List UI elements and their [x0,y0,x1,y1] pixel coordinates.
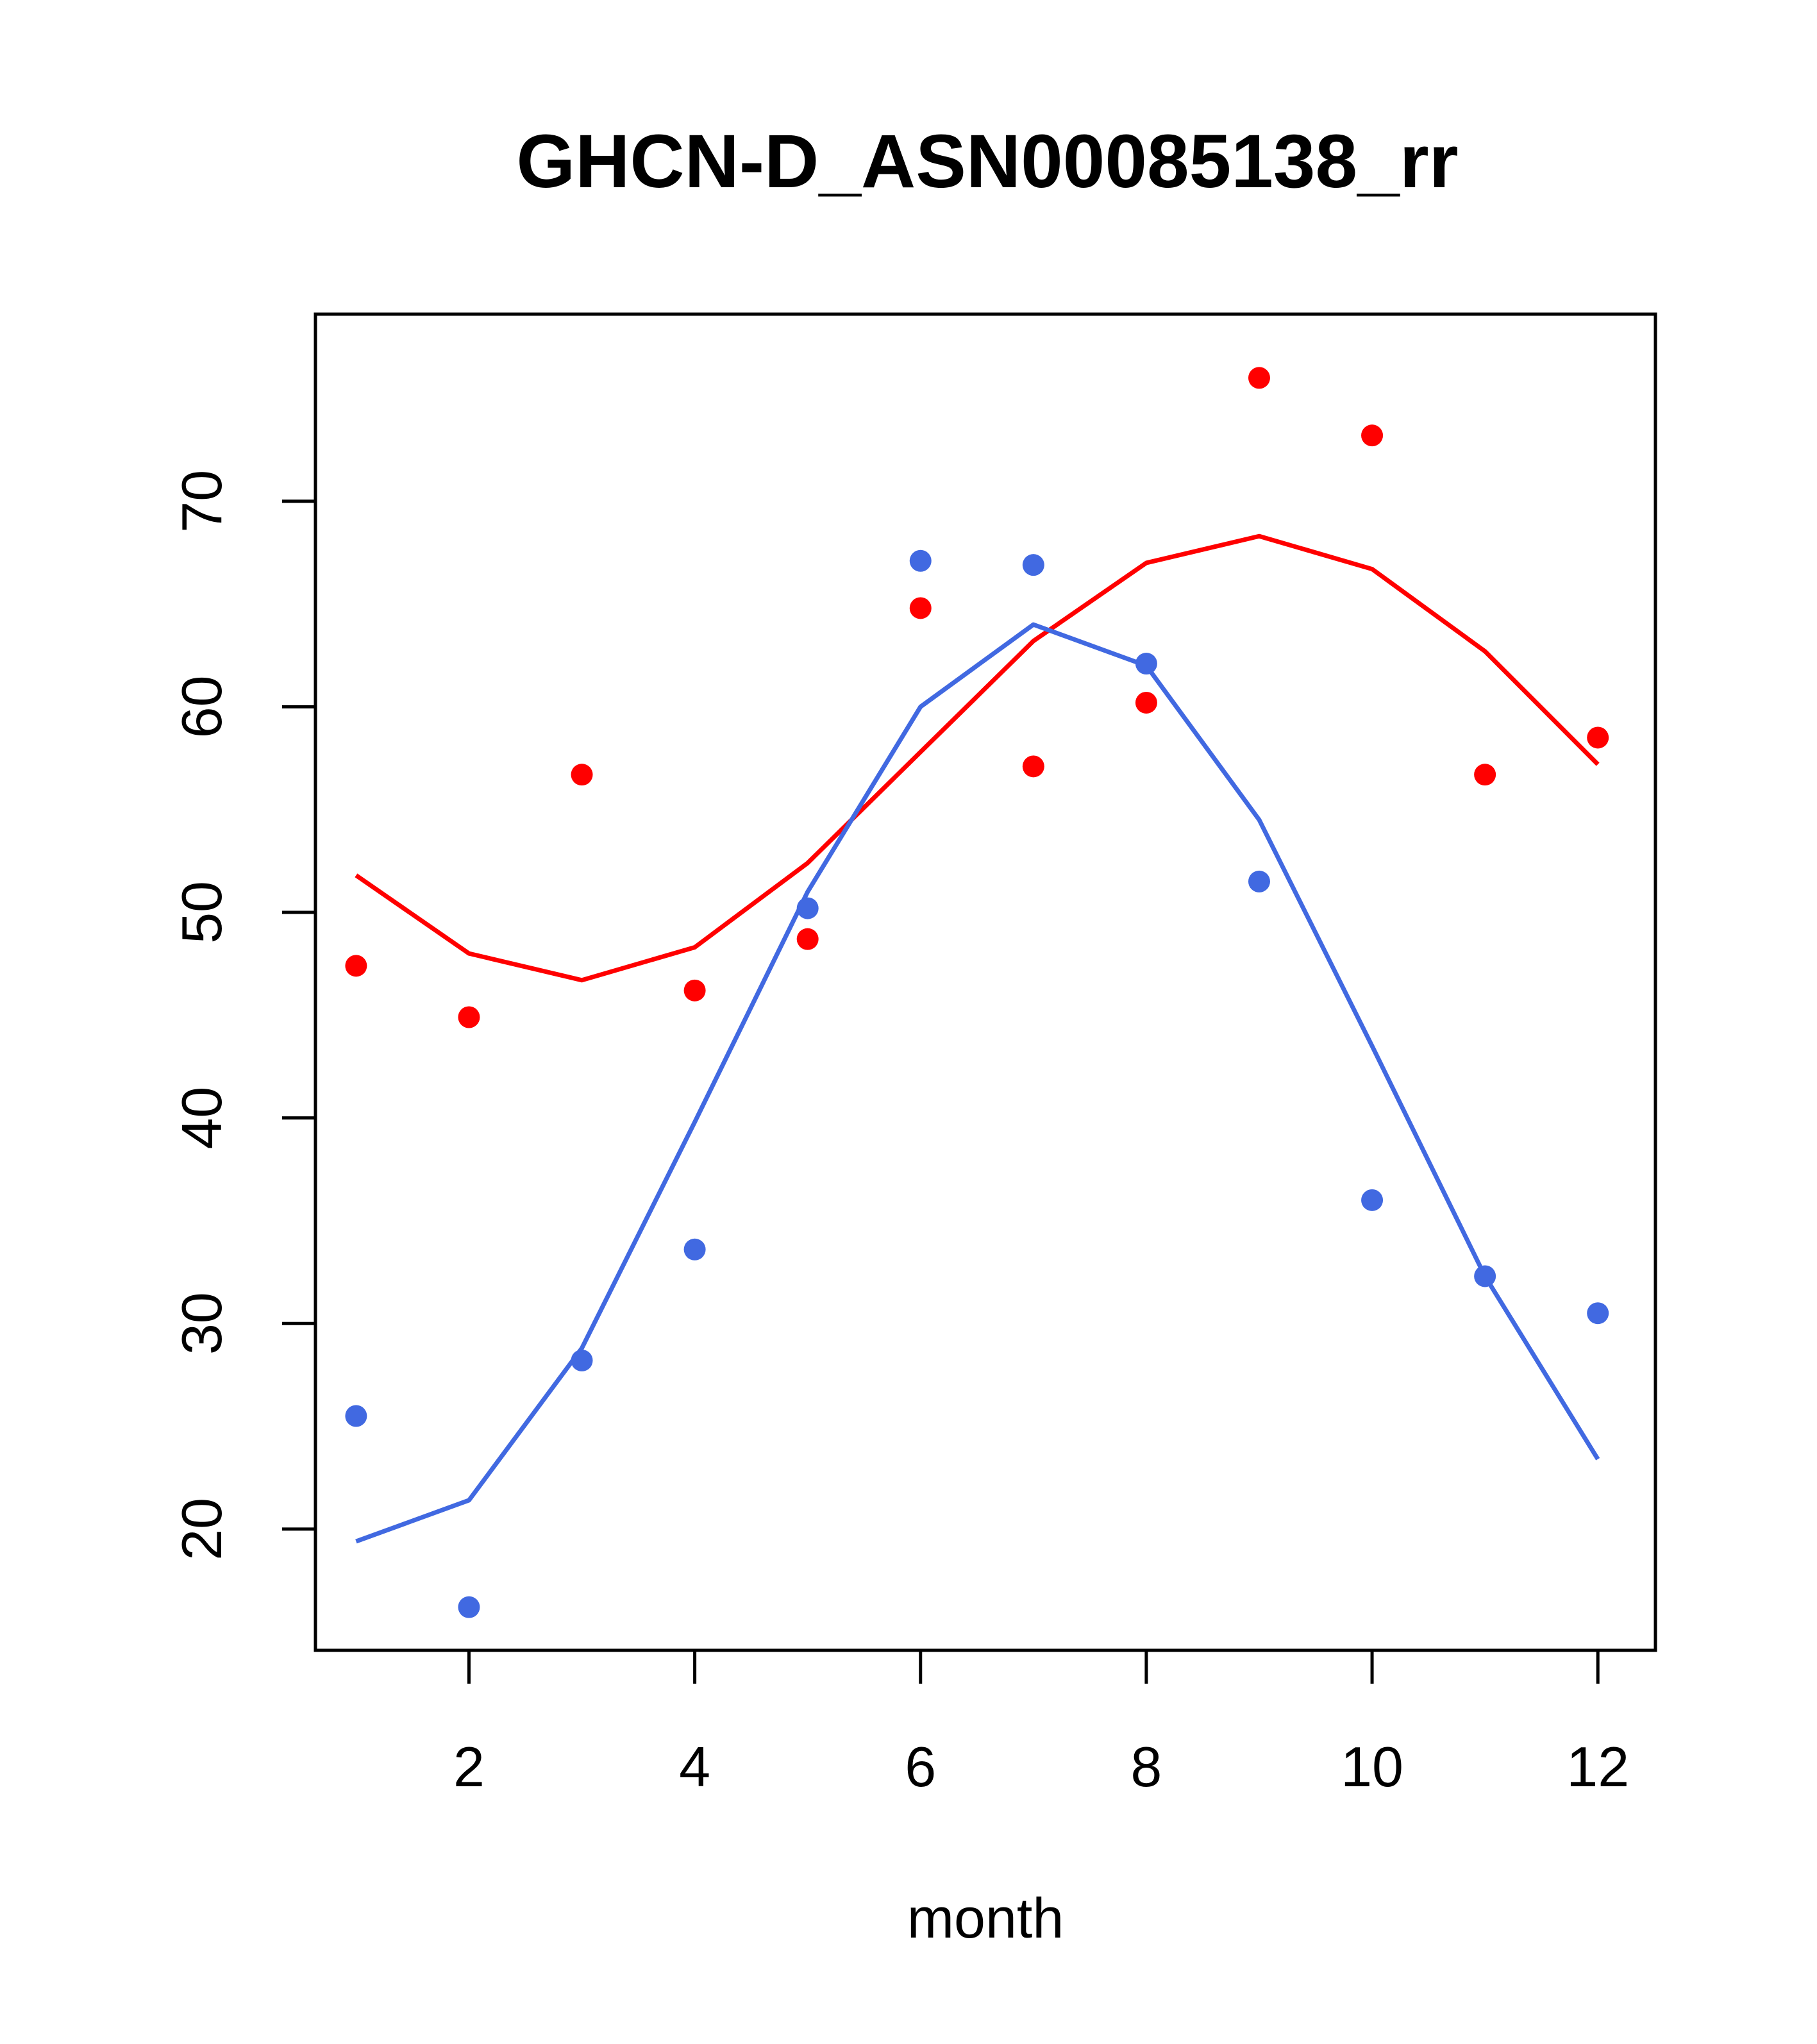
y-tick-label: 40 [170,1087,233,1150]
series-2-point [1022,554,1044,576]
series-2-point [1248,870,1270,892]
x-tick-label: 2 [453,1735,485,1798]
series-2-point [1587,1302,1609,1325]
series-2-point [683,1238,706,1261]
series-1-point [1587,726,1609,749]
plot-frame [314,312,1657,1652]
x-tick-label: 4 [679,1735,710,1798]
series-1-point [1248,367,1270,389]
series-2-point [458,1596,480,1618]
x-tick-label: 8 [1130,1735,1162,1798]
series-2-smooth-line [355,622,1600,1544]
series-2-point [1474,1265,1496,1287]
series-1-point [1474,764,1496,786]
y-tick-label: 70 [170,470,233,533]
x-tick-label: 6 [905,1735,936,1798]
series-1-point [345,955,367,977]
series-2-point [909,549,932,572]
series-1-point [458,1006,480,1028]
series-2-point [571,1349,593,1371]
series-2 [345,549,1609,1618]
y-tick-label: 30 [170,1292,233,1355]
x-axis-label: month [907,1886,1064,1950]
series-1-point [1361,424,1384,447]
x-axis: 2 4 6 8 10 12 [453,1650,1629,1798]
series-1-point [909,597,932,619]
x-tick-label: 12 [1566,1735,1629,1798]
x-tick-label: 10 [1341,1735,1403,1798]
series-2-point [345,1405,367,1427]
series-1-point [1135,691,1157,714]
series-2-point [796,897,819,919]
series-2-point [1135,653,1157,675]
series-1-point [796,928,819,950]
y-tick-label: 20 [170,1498,233,1561]
series-1-smooth-line [355,533,1600,983]
y-axis: 20 30 40 50 60 70 [170,470,315,1561]
series-2-point [1361,1189,1384,1211]
y-tick-label: 60 [170,675,233,738]
series-1-point [571,764,593,786]
series-1 [345,367,1609,1028]
y-tick-label: 50 [170,881,233,944]
plot-area [314,312,1657,1652]
series-1-point [1022,755,1044,778]
chart-title: GHCN-D_ASN00085138_rr [516,119,1458,204]
series-1-point [683,979,706,1001]
